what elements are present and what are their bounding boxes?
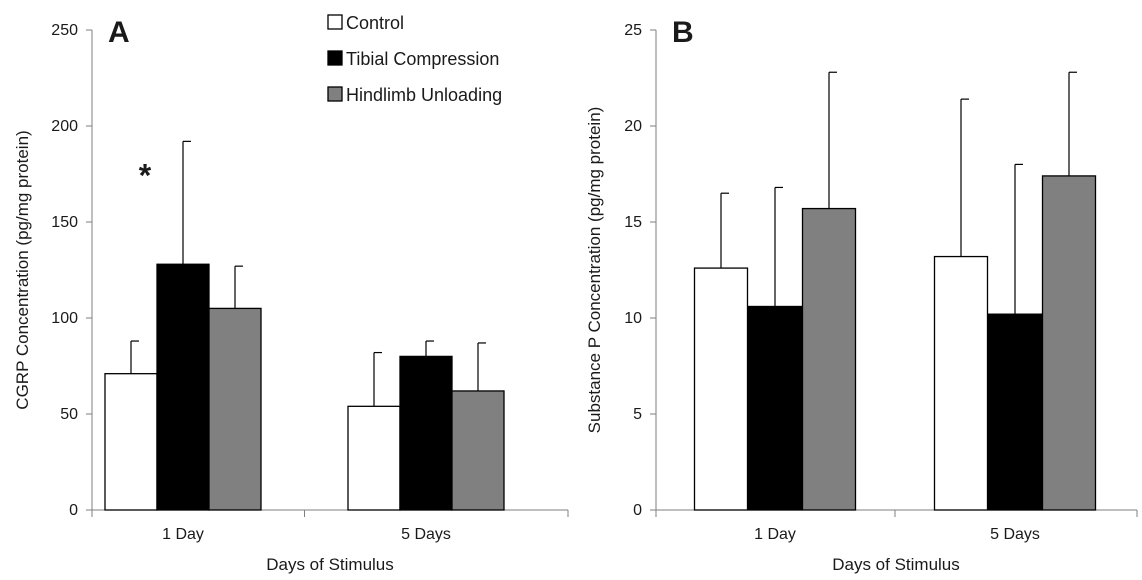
bar bbox=[987, 313, 1043, 511]
y-axis-title: Substance P Concentration (pg/mg protein… bbox=[585, 107, 604, 434]
y-axis-title: CGRP Concentration (pg/mg protein) bbox=[13, 130, 32, 409]
y-tick-label: 20 bbox=[624, 118, 642, 135]
x-tick-label: 1 Day bbox=[754, 526, 796, 543]
bar bbox=[801, 207, 857, 511]
legend-swatch bbox=[327, 50, 343, 66]
y-tick-label: 100 bbox=[51, 310, 78, 327]
y-tick-label: 25 bbox=[624, 22, 642, 39]
legend-swatch bbox=[327, 86, 343, 102]
legend-label: Tibial Compression bbox=[346, 49, 499, 69]
bar bbox=[1041, 175, 1097, 511]
y-tick-label: 150 bbox=[51, 214, 78, 231]
x-tick-label: 5 Days bbox=[990, 526, 1040, 543]
bar bbox=[399, 355, 453, 511]
y-tick-label: 50 bbox=[60, 406, 78, 423]
legend-swatch bbox=[327, 14, 343, 30]
bar bbox=[747, 305, 803, 511]
y-tick-label: 200 bbox=[51, 118, 78, 135]
y-tick-label: 15 bbox=[624, 214, 642, 231]
bar bbox=[347, 405, 401, 511]
x-axis-title: Days of Stimulus bbox=[832, 555, 960, 574]
y-tick-label: 5 bbox=[633, 406, 642, 423]
panel-label: A bbox=[108, 16, 130, 49]
legend-label: Control bbox=[346, 13, 404, 33]
bar bbox=[156, 263, 210, 511]
y-tick-label: 0 bbox=[633, 502, 642, 519]
bar bbox=[933, 255, 989, 511]
y-tick-label: 250 bbox=[51, 22, 78, 39]
y-tick-label: 10 bbox=[624, 310, 642, 327]
x-axis-title: Days of Stimulus bbox=[266, 555, 394, 574]
bar bbox=[104, 373, 158, 511]
x-tick-label: 1 Day bbox=[162, 526, 204, 543]
bar bbox=[451, 390, 505, 511]
panel-label: B bbox=[672, 16, 694, 49]
bar bbox=[693, 267, 749, 511]
legend-label: Hindlimb Unloading bbox=[346, 85, 502, 105]
significance-asterisk: * bbox=[139, 157, 152, 193]
y-tick-label: 0 bbox=[69, 502, 78, 519]
bar bbox=[208, 307, 262, 511]
x-tick-label: 5 Days bbox=[401, 526, 451, 543]
